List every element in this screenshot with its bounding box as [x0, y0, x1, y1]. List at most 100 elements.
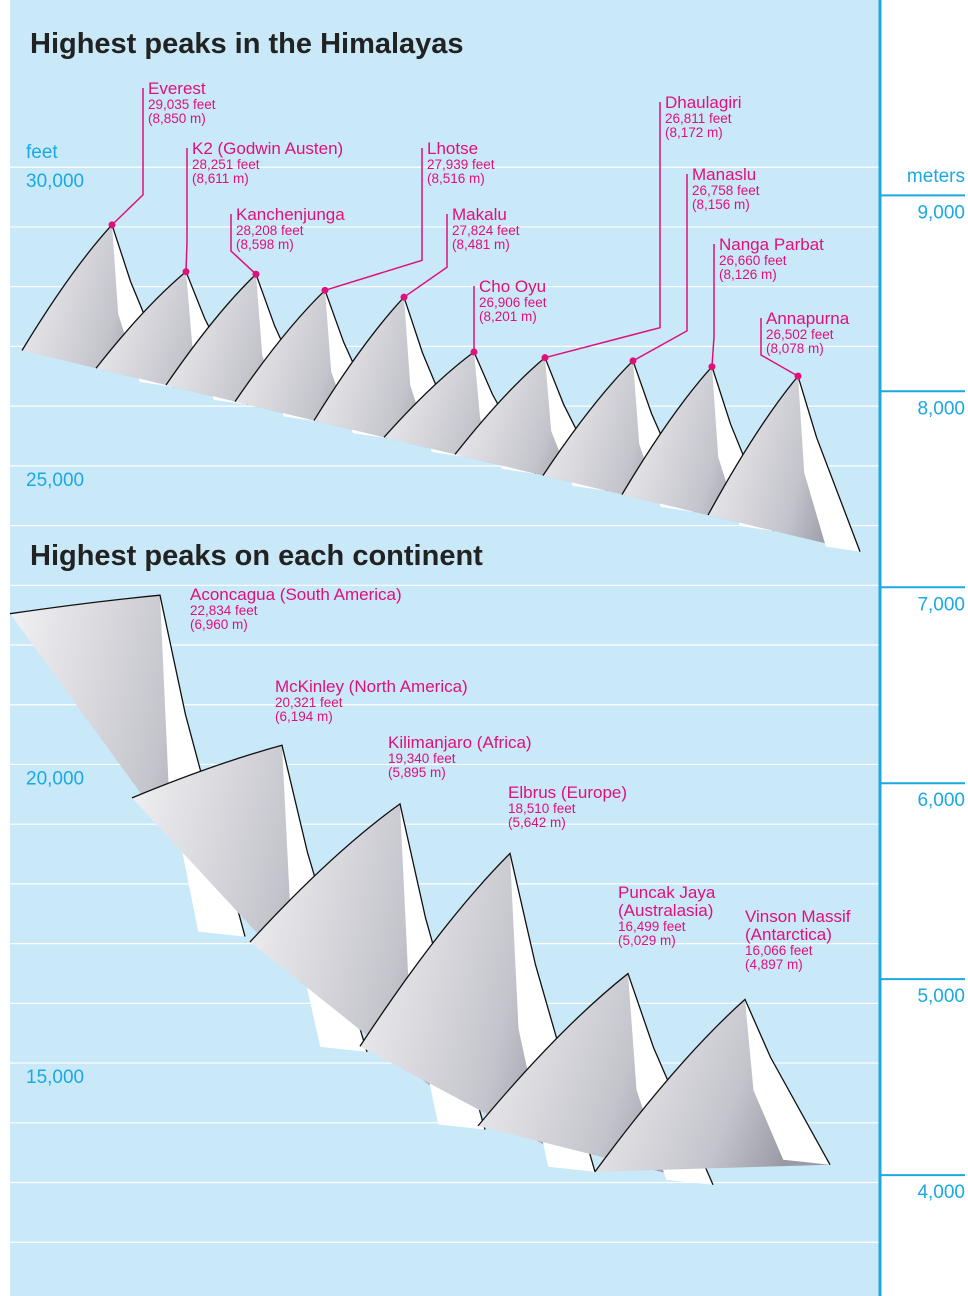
peak-name: Kanchenjunga [236, 205, 345, 224]
peak-name: Nanga Parbat [719, 235, 824, 254]
peak-label: Kanchenjunga 28,208 feet (8,598 m) [236, 206, 345, 252]
height-meters: (6,960 m) [190, 617, 248, 633]
y2-tick-label: 7,000 [917, 594, 965, 615]
peak-name: Puncak Jaya (Australasia) [618, 883, 716, 920]
height-meters: (8,172 m) [665, 125, 723, 141]
ridge [477, 972, 714, 1186]
height-meters: (5,029 m) [618, 932, 676, 948]
height-feet: 29,035 feet [148, 96, 216, 112]
peak-label: Nanga Parbat 26,660 feet (8,126 m) [719, 236, 824, 282]
peak-label: Puncak Jaya (Australasia) 16,499 feet (5,0… [618, 884, 736, 948]
height-feet: 19,340 feet [388, 750, 456, 766]
height-feet: 20,321 feet [275, 694, 343, 710]
ridge [9, 594, 246, 937]
leader-line [632, 174, 688, 362]
peak-name: Elbrus (Europe) [508, 783, 628, 802]
peak-label: Elbrus (Europe) 18,510 feet (5,642 m) [508, 784, 627, 830]
height-feet: 26,758 feet [692, 182, 760, 198]
summit-dot [252, 270, 260, 278]
height-feet: 22,834 feet [190, 602, 258, 618]
y-tick-label: 25,000 [26, 470, 84, 491]
peak-name: McKinley (North America) [275, 677, 468, 696]
summit-dot [470, 348, 478, 356]
summit-dot [541, 354, 549, 362]
peak-label: Cho Oyu 26,906 feet (8,201 m) [479, 278, 547, 324]
peak-label: Kilimanjaro (Africa) 19,340 feet (5,895 m) [388, 734, 532, 780]
leader-line [324, 148, 423, 292]
peak-label: K2 (Godwin Austen) 28,251 feet (8,611 m) [192, 140, 343, 186]
y-tick-label: 20,000 [26, 768, 84, 789]
peak-name: Manaslu [692, 165, 757, 184]
height-meters: (8,516 m) [427, 171, 485, 187]
height-feet: 16,066 feet [745, 942, 813, 958]
height-meters: (5,642 m) [508, 815, 566, 831]
peak-label: Annapurna 26,502 feet (8,078 m) [766, 310, 849, 356]
peak-name: Makalu [452, 205, 507, 224]
ridge [594, 998, 831, 1173]
peak-name: Lhotse [427, 139, 479, 158]
leader-line [403, 214, 448, 298]
summit-dot [182, 268, 190, 276]
peak-label: Dhaulagiri 26,811 feet (8,172 m) [665, 94, 742, 140]
height-meters: (8,611 m) [192, 171, 249, 187]
height-feet: 16,499 feet [618, 918, 686, 934]
peak-name: Kilimanjaro (Africa) [388, 733, 532, 752]
height-meters: (8,078 m) [766, 341, 824, 357]
height-feet: 27,824 feet [452, 222, 520, 238]
y-tick-label: 15,000 [26, 1067, 84, 1088]
height-meters: (5,895 m) [388, 765, 446, 781]
peak-label: Vinson Massif (Antarctica) 16,066 feet (4,… [745, 908, 863, 972]
height-meters: (8,126 m) [719, 267, 777, 283]
height-meters: (4,897 m) [745, 956, 803, 972]
peak-label: Everest 29,035 feet (8,850 m) [148, 80, 216, 126]
summit-dot [321, 286, 329, 294]
peak-name: Aconcagua (South America) [190, 585, 402, 604]
snow-face [798, 376, 860, 552]
peak-label: McKinley (North America) 20,321 feet (6,19… [275, 678, 468, 724]
leader-line [230, 214, 257, 275]
leader-line [760, 318, 799, 377]
peak-label: Manaslu 26,758 feet (8,156 m) [692, 166, 760, 212]
ridge [131, 744, 368, 1053]
y2-tick-label: 4,000 [917, 1182, 965, 1203]
leader-line [111, 88, 144, 226]
section-title: Highest peaks on each continent [30, 540, 483, 572]
y-axis-label: feet [26, 142, 58, 163]
section-title: Highest peaks in the Himalayas [30, 28, 464, 60]
ridge [249, 802, 486, 1130]
height-feet: 26,660 feet [719, 252, 787, 268]
peak-name: Annapurna [766, 309, 850, 328]
summit-dot [400, 293, 408, 301]
y2-axis-label: meters [907, 166, 965, 187]
snow-face [745, 999, 830, 1165]
height-feet: 27,939 feet [427, 156, 495, 172]
leader-line [544, 102, 661, 359]
summit-dot [794, 372, 802, 380]
height-feet: 18,510 feet [508, 800, 576, 816]
height-meters: (8,201 m) [479, 309, 537, 325]
peak-name: Everest [148, 79, 206, 98]
y2-tick-label: 6,000 [917, 790, 965, 811]
height-feet: 26,502 feet [766, 326, 834, 342]
y2-tick-label: 9,000 [917, 202, 965, 223]
leader-line [185, 148, 188, 272]
peak-label: Aconcagua (South America) 22,834 feet (6,9… [190, 586, 402, 632]
height-feet: 28,251 feet [192, 156, 260, 172]
leader-line [711, 244, 715, 367]
summit-dot [629, 357, 637, 365]
height-feet: 26,811 feet [665, 110, 732, 126]
height-meters: (8,598 m) [236, 237, 294, 253]
peak-name: Cho Oyu [479, 277, 547, 296]
height-meters: (8,850 m) [148, 111, 206, 127]
peak-label: Lhotse 27,939 feet (8,516 m) [427, 140, 495, 186]
peak-name: Vinson Massif (Antarctica) [745, 907, 851, 944]
peak-name: Dhaulagiri [665, 93, 742, 112]
height-meters: (6,194 m) [275, 709, 333, 725]
height-feet: 28,208 feet [236, 222, 304, 238]
peak-label: Makalu 27,824 feet (8,481 m) [452, 206, 520, 252]
peak-name: K2 (Godwin Austen) [192, 139, 344, 158]
height-meters: (8,156 m) [692, 197, 750, 213]
ridge [359, 852, 596, 1172]
y2-tick-label: 8,000 [917, 398, 965, 419]
